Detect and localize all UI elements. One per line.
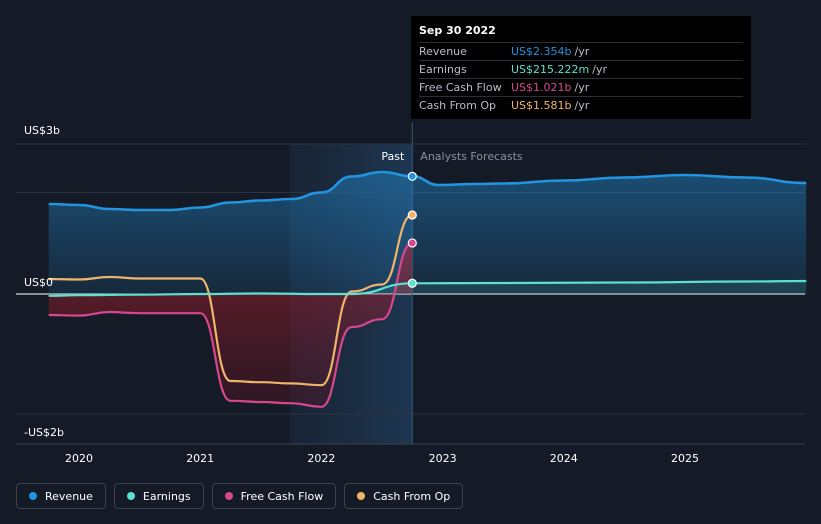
legend-item-cash-from-op[interactable]: Cash From Op: [344, 483, 464, 509]
free-cash-flow-line: [48, 241, 413, 408]
legend-label: Free Cash Flow: [240, 489, 324, 503]
x-tick-label: 2024: [550, 452, 578, 465]
x-tick-label: 2023: [429, 452, 457, 465]
legend: Revenue Earnings Free Cash Flow Cash Fro…: [16, 483, 464, 511]
cash-from-op-line: [48, 213, 413, 387]
tooltip-row-cash-from-op: Cash From Op US$1.581b /yr: [419, 96, 743, 114]
tooltip-row-free-cash-flow: Free Cash Flow US$1.021b /yr: [419, 78, 743, 96]
legend-dot-icon: [126, 492, 135, 500]
tooltip-date: Sep 30 2022: [419, 24, 496, 37]
tooltip-unit: /yr: [574, 81, 590, 94]
y-axis-label: US$0: [24, 276, 53, 289]
cash-flow-area: [48, 242, 413, 407]
earnings-area: [48, 281, 807, 296]
earnings-line: [48, 279, 807, 297]
x-tick-label: 2022: [307, 452, 335, 465]
tooltip-value: US$1.581b: [511, 99, 572, 112]
tooltip-value: US$1.021b: [511, 81, 572, 94]
tooltip-value: US$2.354b: [511, 45, 572, 58]
tooltip-label: Cash From Op: [419, 99, 497, 112]
earnings-marker: [407, 278, 417, 288]
y-axis-label: -US$2b: [24, 426, 64, 439]
revenue-marker: [407, 171, 417, 181]
tooltip-value: US$215.222m: [511, 63, 590, 76]
past-label: Past: [381, 150, 405, 163]
tooltip-row-earnings: Earnings US$215.222m /yr: [419, 60, 743, 78]
legend-dot-icon: [29, 492, 37, 500]
legend-item-free-cash-flow[interactable]: Free Cash Flow: [211, 483, 337, 509]
revenue-line: [48, 170, 807, 212]
tooltip-row-revenue: Revenue US$2.354b /yr: [419, 42, 743, 60]
tooltip: Sep 30 2022 Revenue US$2.354b /yr Earnin…: [411, 16, 751, 119]
tooltip-unit: /yr: [574, 99, 590, 112]
x-tick-label: 2021: [186, 452, 214, 465]
tooltip-unit: /yr: [574, 45, 590, 58]
tooltip-label: Free Cash Flow: [419, 81, 502, 94]
cash-from-op-marker: [407, 210, 417, 220]
legend-item-earnings[interactable]: Earnings: [113, 483, 204, 509]
legend-item-revenue[interactable]: Revenue: [16, 483, 106, 509]
legend-dot-icon: [357, 492, 366, 500]
free-cash-flow-marker: [407, 238, 417, 248]
x-tick-label: 2025: [671, 452, 699, 465]
legend-dot-icon: [224, 492, 233, 500]
tooltip-unit: /yr: [592, 63, 607, 76]
tooltip-label: Earnings: [419, 63, 467, 76]
legend-label: Earnings: [142, 489, 191, 503]
y-axis-label: US$3b: [24, 124, 60, 137]
legend-label: Revenue: [45, 489, 93, 503]
revenue-area: [48, 172, 807, 294]
legend-label: Cash From Op: [373, 489, 451, 503]
forecast-label: Analysts Forecasts: [420, 150, 523, 163]
x-tick-label: 2020: [65, 452, 93, 465]
tooltip-label: Revenue: [419, 45, 467, 58]
